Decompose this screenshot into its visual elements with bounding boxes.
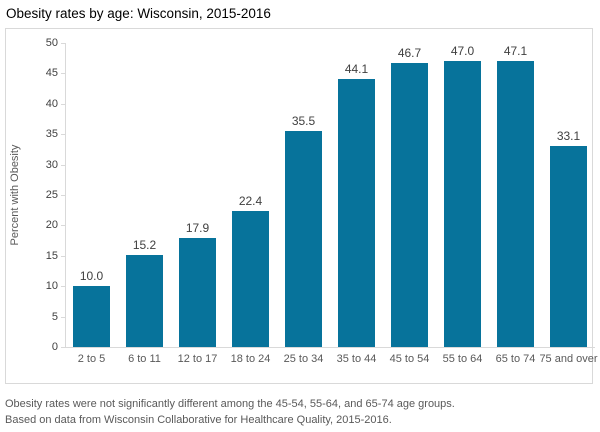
y-axis-tick-label: 15 [45,249,58,262]
y-axis-tick-label: 30 [45,158,58,171]
x-axis-baseline [65,347,595,348]
y-axis-tick-mark [61,103,65,105]
bar-value-label-2-to-5: 10.0 [79,269,104,283]
bar-6-to-11 [126,255,163,347]
x-axis-label-65-to-74: 65 to 74 [495,353,536,365]
y-axis-tick-label: 5 [51,310,58,323]
y-axis-line [65,43,66,347]
bar-value-label-6-to-11: 15.2 [132,238,157,252]
bar-value-label-45-to-54: 46.7 [397,46,422,60]
bar-55-to-64 [444,61,481,347]
bar-65-to-74 [497,61,534,347]
y-axis-tick-label: 20 [45,219,58,232]
bar-value-label-35-to-44: 44.1 [344,62,369,76]
bar-2-to-5 [73,286,110,347]
y-axis-tick-label: 45 [45,67,58,80]
x-axis-label-35-to-44: 35 to 44 [336,353,377,365]
y-axis-tick-mark [61,286,65,288]
y-axis-tick-mark [61,347,65,348]
y-axis-tick-mark [61,195,65,196]
bar-25-to-34 [285,131,322,347]
footnote-significance: Obesity rates were not significantly dif… [5,398,455,410]
bar-value-label-65-to-74: 47.1 [503,44,528,58]
x-axis-label-55-to-64: 55 to 64 [442,353,483,365]
bar-value-label-25-to-34: 35.5 [291,114,316,128]
y-axis-tick-label: 40 [45,97,58,110]
y-axis-tick-label: 50 [45,37,58,49]
y-axis-tick-mark [61,134,65,136]
x-axis-label-18-to-24: 18 to 24 [230,353,271,365]
y-axis-tick-mark [61,225,65,227]
bar-45-to-54 [391,63,428,347]
y-axis-tick-mark [61,255,65,257]
y-axis-tick-label: 10 [45,280,58,293]
x-axis-label-12-to-17: 12 to 17 [177,353,218,365]
bar-12-to-17 [179,238,216,347]
bar-value-label-18-to-24: 22.4 [238,194,263,208]
y-axis-tick-mark [61,73,65,75]
x-axis-label-2-to-5: 2 to 5 [77,353,106,365]
y-axis-tick-label: 25 [45,189,58,201]
bar-75-and-over [550,146,587,347]
footnote-source: Based on data from Wisconsin Collaborati… [5,414,392,426]
y-axis-tick-label: 0 [51,341,58,353]
chart-title: Obesity rates by age: Wisconsin, 2015-20… [6,6,271,21]
y-axis-tick-mark [61,316,65,318]
bar-value-label-55-to-64: 47.0 [450,44,475,58]
x-axis-label-45-to-54: 45 to 54 [389,353,430,365]
bar-35-to-44 [338,79,375,347]
bar-value-label-12-to-17: 17.9 [185,221,210,235]
y-axis-tick-mark [61,43,65,44]
bar-18-to-24 [232,211,269,347]
x-axis-label-25-to-34: 25 to 34 [283,353,324,365]
y-axis-tick-mark [61,164,65,166]
y-axis-tick-label: 35 [45,128,58,141]
x-axis-label-75-and-over: 75 and over [539,353,598,365]
x-axis-label-6-to-11: 6 to 11 [128,353,161,365]
bar-value-label-75-and-over: 33.1 [556,129,581,143]
